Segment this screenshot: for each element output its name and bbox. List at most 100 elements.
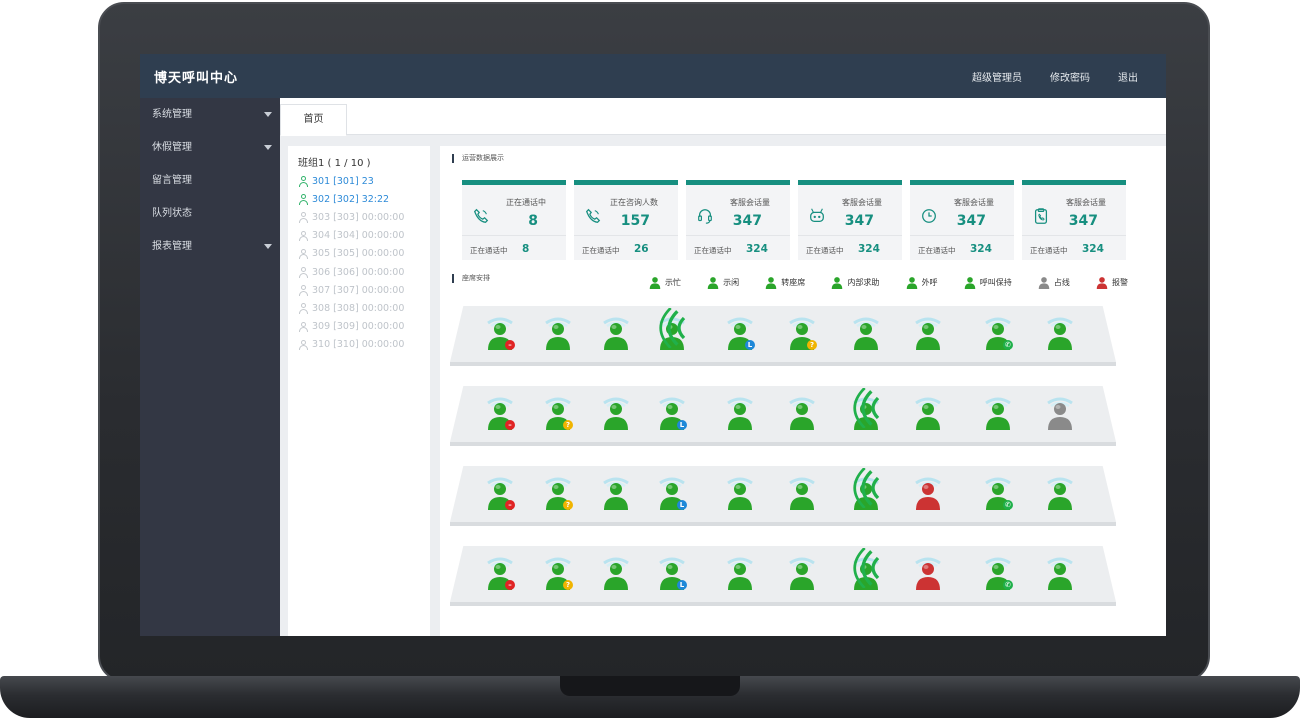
agent-seat-transfer[interactable]: L <box>722 312 758 352</box>
agent-seat-idle[interactable] <box>784 472 820 512</box>
agent-seat-help[interactable]: ? <box>540 472 576 512</box>
agent-seat-help[interactable]: ? <box>784 312 820 352</box>
header-user-link[interactable]: 超级管理员 <box>972 72 1022 84</box>
agent-list-label: 304 [304] 00:00:00 <box>312 230 405 242</box>
agent-figure-icon <box>598 557 634 596</box>
agent-seat-busy[interactable]: – <box>482 472 518 512</box>
agent-status-icon <box>1037 275 1051 289</box>
agent-seat-idle[interactable] <box>722 472 758 512</box>
agent-figure-icon <box>784 557 820 596</box>
stat-card: 客服会话量 347 正在通话中 324 <box>686 180 790 260</box>
agent-seat-idle[interactable] <box>722 392 758 432</box>
agent-seat-busy[interactable]: – <box>482 552 518 592</box>
legend-label: 内部求助 <box>847 277 880 287</box>
agent-list-label: 308 [308] 00:00:00 <box>312 302 405 314</box>
sidebar-item-label: 系统管理 <box>152 109 192 120</box>
stat-card-divider <box>686 235 790 236</box>
tab-home[interactable]: 首页 <box>280 104 347 136</box>
agent-seat-idle[interactable] <box>598 392 634 432</box>
agent-seat-alarm[interactable] <box>910 552 946 592</box>
agent-seat-idle[interactable] <box>598 472 634 512</box>
agent-seat-outbound[interactable] <box>848 548 884 592</box>
agent-seat-idle[interactable] <box>784 552 820 592</box>
agent-seat-idle[interactable] <box>1042 312 1078 352</box>
agent-figure-icon <box>980 397 1016 436</box>
agent-seat-transfer[interactable]: L <box>654 392 690 432</box>
sidebar-item-reports[interactable]: 报表管理 <box>140 230 280 263</box>
agent-seat-help[interactable]: ? <box>540 552 576 592</box>
robot-icon <box>808 207 826 225</box>
sidebar-item-messages[interactable]: 留言管理 <box>140 164 280 197</box>
agent-seat-outbound[interactable] <box>654 308 690 352</box>
agent-seat-idle[interactable] <box>598 552 634 592</box>
hold-badge-icon: ✆ <box>1003 580 1013 590</box>
agent-seat-hold[interactable]: ✆ <box>980 472 1016 512</box>
user-icon <box>298 212 308 223</box>
app-screen: 博天呼叫中心 超级管理员 修改密码 退出 系统管理 休假管理 留言管理 队列状态… <box>140 54 1166 636</box>
stat-card-footer-value: 324 <box>746 243 768 255</box>
agent-list-item[interactable]: 306 [306] 00:00:00 <box>298 263 430 281</box>
agent-seat-busy[interactable]: – <box>482 312 518 352</box>
hold-badge-icon: ✆ <box>1003 500 1013 510</box>
seat-row: –? L ✆ <box>450 546 1116 608</box>
stat-card-divider <box>574 235 678 236</box>
sidebar: 系统管理 休假管理 留言管理 队列状态 报表管理 <box>140 98 280 636</box>
agent-seat-hold[interactable]: ✆ <box>980 312 1016 352</box>
agent-seat-transfer[interactable]: L <box>654 552 690 592</box>
seat-platform-edge <box>450 442 1116 446</box>
agent-figure-icon <box>910 557 946 596</box>
agent-seat-help[interactable]: ? <box>540 392 576 432</box>
sidebar-item-vacation[interactable]: 休假管理 <box>140 131 280 164</box>
sidebar-item-queue[interactable]: 队列状态 <box>140 197 280 230</box>
agent-list-item[interactable]: 305 [305] 00:00:00 <box>298 245 430 263</box>
legend-item-idle: 示闲 <box>706 274 739 290</box>
caret-down-icon <box>264 244 272 249</box>
header-logout-link[interactable]: 退出 <box>1118 72 1138 84</box>
agent-seat-idle[interactable] <box>784 392 820 432</box>
agent-list-item[interactable]: 309 [309] 00:00:00 <box>298 318 430 336</box>
agent-list-item[interactable]: 302 [302] 32:22 <box>298 190 430 208</box>
headset-icon <box>696 207 714 225</box>
agent-figure-icon <box>722 397 758 436</box>
agent-seat-idle[interactable] <box>980 392 1016 432</box>
agent-seat-alarm[interactable] <box>910 472 946 512</box>
agent-seat-occupied[interactable] <box>1042 392 1078 432</box>
app-title: 博天呼叫中心 <box>154 71 239 86</box>
agent-seat-idle[interactable] <box>1042 472 1078 512</box>
agent-seat-idle[interactable] <box>1042 552 1078 592</box>
agent-seat-idle[interactable] <box>910 392 946 432</box>
laptop-notch <box>560 676 740 696</box>
agent-list-item[interactable]: 310 [310] 00:00:00 <box>298 336 430 354</box>
agent-seat-idle[interactable] <box>722 552 758 592</box>
agent-seat-transfer[interactable]: L <box>654 472 690 512</box>
stat-card-footer-label: 正在通话中 <box>918 246 956 255</box>
agent-seat-idle[interactable] <box>598 312 634 352</box>
seat-row: –? L <box>450 386 1116 448</box>
agent-figure-icon <box>910 397 946 436</box>
sidebar-item-system[interactable]: 系统管理 <box>140 98 280 131</box>
seat-row: –? L ✆ <box>450 466 1116 528</box>
agent-seat-idle[interactable] <box>910 312 946 352</box>
agent-status-icon <box>764 275 778 289</box>
agent-list-label: 307 [307] 00:00:00 <box>312 284 405 296</box>
agent-seat-idle[interactable] <box>540 312 576 352</box>
agent-seat-hold[interactable]: ✆ <box>980 552 1016 592</box>
agent-list-label: 306 [306] 00:00:00 <box>312 266 405 278</box>
agent-seat-outbound[interactable] <box>848 388 884 432</box>
seat-row: – L? ✆ <box>450 306 1116 368</box>
agent-list-item[interactable]: 301 [301] 23 <box>298 172 430 190</box>
help-badge-icon: ? <box>563 580 573 590</box>
agent-seat-busy[interactable]: – <box>482 392 518 432</box>
header-change-password-link[interactable]: 修改密码 <box>1050 72 1090 84</box>
agent-list-label: 309 [309] 00:00:00 <box>312 321 405 333</box>
agent-figure-icon <box>1042 557 1078 596</box>
agent-list-item[interactable]: 304 [304] 00:00:00 <box>298 227 430 245</box>
agent-list-item[interactable]: 307 [307] 00:00:00 <box>298 281 430 299</box>
stat-card-label: 客服会话量 <box>954 198 994 207</box>
agent-list-item[interactable]: 308 [308] 00:00:00 <box>298 299 430 317</box>
agent-seat-idle[interactable] <box>848 312 884 352</box>
legend-item-occupied: 占线 <box>1037 274 1070 290</box>
outbound-wave-icon <box>853 468 880 508</box>
agent-seat-outbound[interactable] <box>848 468 884 512</box>
agent-list-item[interactable]: 303 [303] 00:00:00 <box>298 208 430 226</box>
